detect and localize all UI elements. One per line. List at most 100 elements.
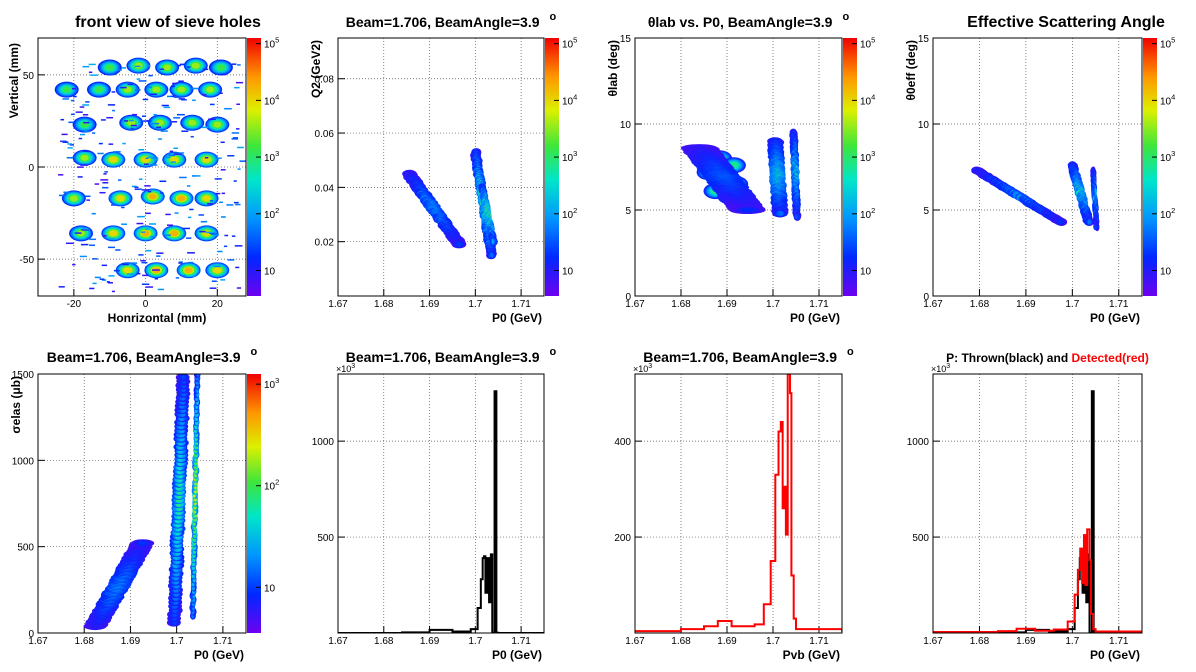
histogram-cell [186, 237, 192, 239]
histogram-cell [108, 275, 115, 277]
y-tick-label: 200 [614, 533, 631, 544]
colorbar-tick-label: 10 [264, 266, 276, 277]
histogram-cell [211, 280, 217, 282]
y-tick-label: 1500 [12, 370, 35, 381]
axes-frame [634, 37, 843, 297]
histogram-cell [142, 98, 149, 101]
chart-panel-6: 1.67 1.68 1.69 1.7 1.71 500 1000 ×103Beam=1.706… [312, 346, 557, 662]
x-tick-label: 1.67 [328, 636, 348, 647]
y-tick-label: 15 [918, 34, 930, 45]
chart-title: Beam=1.706, BeamAngle=3.9 o [346, 11, 557, 30]
y-tick-label: 0 [28, 629, 34, 640]
histogram-cell [235, 81, 244, 84]
histogram-cell [101, 264, 108, 267]
plot-content [338, 390, 544, 633]
histogram-cell [141, 115, 147, 117]
histogram-cell [92, 132, 96, 134]
histogram-cell [220, 279, 226, 281]
histogram-cell [214, 178, 222, 180]
histogram-cell [69, 144, 74, 146]
plot-content [680, 128, 802, 221]
histogram-cell [97, 152, 104, 155]
x-axis-label: P0 (GeV) [492, 311, 542, 325]
histogram-cell [170, 156, 179, 163]
histogram-cell [207, 203, 213, 205]
y-tick-label: 1000 [312, 437, 335, 448]
histogram-cell [111, 290, 115, 293]
colorbar [545, 38, 559, 296]
histogram-cell [192, 175, 201, 177]
histogram-cell [58, 174, 64, 176]
histogram-cell [490, 252, 494, 258]
plot-content [635, 374, 842, 633]
histogram-cell [138, 80, 147, 82]
histogram-cell [103, 173, 107, 175]
colorbar-tick-label: 103 [1160, 149, 1175, 164]
histogram-cell [184, 267, 193, 274]
histogram-cell [223, 245, 228, 248]
histogram-cell [178, 262, 183, 264]
x-tick-label: -20 [67, 299, 82, 310]
histogram-cell [155, 119, 164, 126]
chart-panel-4: 1.67 1.68 1.69 1.7 1.71 0 5 10 15 10 102 103 104 105 E… [904, 14, 1175, 325]
histogram-cell [236, 103, 240, 106]
histogram-cell [106, 281, 110, 283]
histogram-cell [134, 188, 142, 190]
y-tick-label: 0 [923, 292, 929, 303]
histogram-cell [130, 127, 134, 130]
x-tick-label: 1.7 [468, 299, 482, 310]
colorbar-tick-label: 102 [264, 206, 279, 221]
histogram-cell [94, 183, 100, 185]
histogram-cell [182, 227, 190, 230]
histogram-cell [220, 216, 226, 218]
histogram-cell [79, 106, 85, 108]
colorbar [1143, 38, 1157, 296]
histogram-cell [235, 203, 241, 206]
x-tick-label: 1.67 [625, 636, 645, 647]
histogram-cell [217, 250, 223, 253]
x-tick-label: 1.69 [420, 636, 440, 647]
chart-title: P: Thrown(black) and Detected(red) [946, 351, 1149, 365]
histogram-cell [202, 195, 211, 202]
histogram-cell [66, 156, 74, 159]
histogram-cell [171, 85, 175, 88]
histogram-cell [74, 232, 82, 234]
axes-frame [932, 373, 1143, 634]
colorbar-tick-label: 103 [264, 376, 279, 391]
histogram-cell [152, 86, 161, 93]
histogram-cell [169, 150, 174, 153]
histogram-cell [120, 86, 127, 89]
plot-area [338, 374, 544, 633]
histogram-cell [83, 130, 90, 133]
histogram-cell [149, 164, 158, 166]
histogram-cell [491, 239, 495, 245]
histogram-cell [109, 230, 118, 237]
histogram-cell [109, 73, 117, 76]
x-axis-label: P0 (GeV) [194, 648, 244, 662]
histogram-cell [142, 274, 149, 277]
histogram-cell [209, 103, 215, 106]
x-tick-label: 1.68 [374, 636, 394, 647]
x-tick-label: 1.71 [1109, 299, 1129, 310]
histogram-cell [172, 82, 178, 85]
histogram-cell [192, 275, 196, 277]
histogram-cell [210, 233, 218, 235]
histogram-cell [82, 104, 90, 106]
y-tick-label: 10 [918, 120, 930, 131]
histogram-cell [231, 235, 236, 237]
histogram-cell [85, 101, 90, 103]
histogram-cell [186, 66, 191, 68]
x-axis-label: P0 (GeV) [790, 311, 840, 325]
histogram-cell [111, 91, 116, 93]
histogram-cell [61, 133, 68, 136]
histogram-cell [80, 164, 88, 166]
histogram-cell [89, 287, 95, 290]
histogram-cell [158, 138, 162, 140]
y-tick-label: 1000 [907, 437, 930, 448]
histogram-cell [117, 179, 122, 181]
colorbar-tick-label: 10 [562, 266, 574, 277]
histogram-cell [186, 185, 191, 187]
histogram-cell [176, 113, 185, 116]
histogram-cell [232, 137, 238, 139]
plot-area [338, 38, 544, 296]
